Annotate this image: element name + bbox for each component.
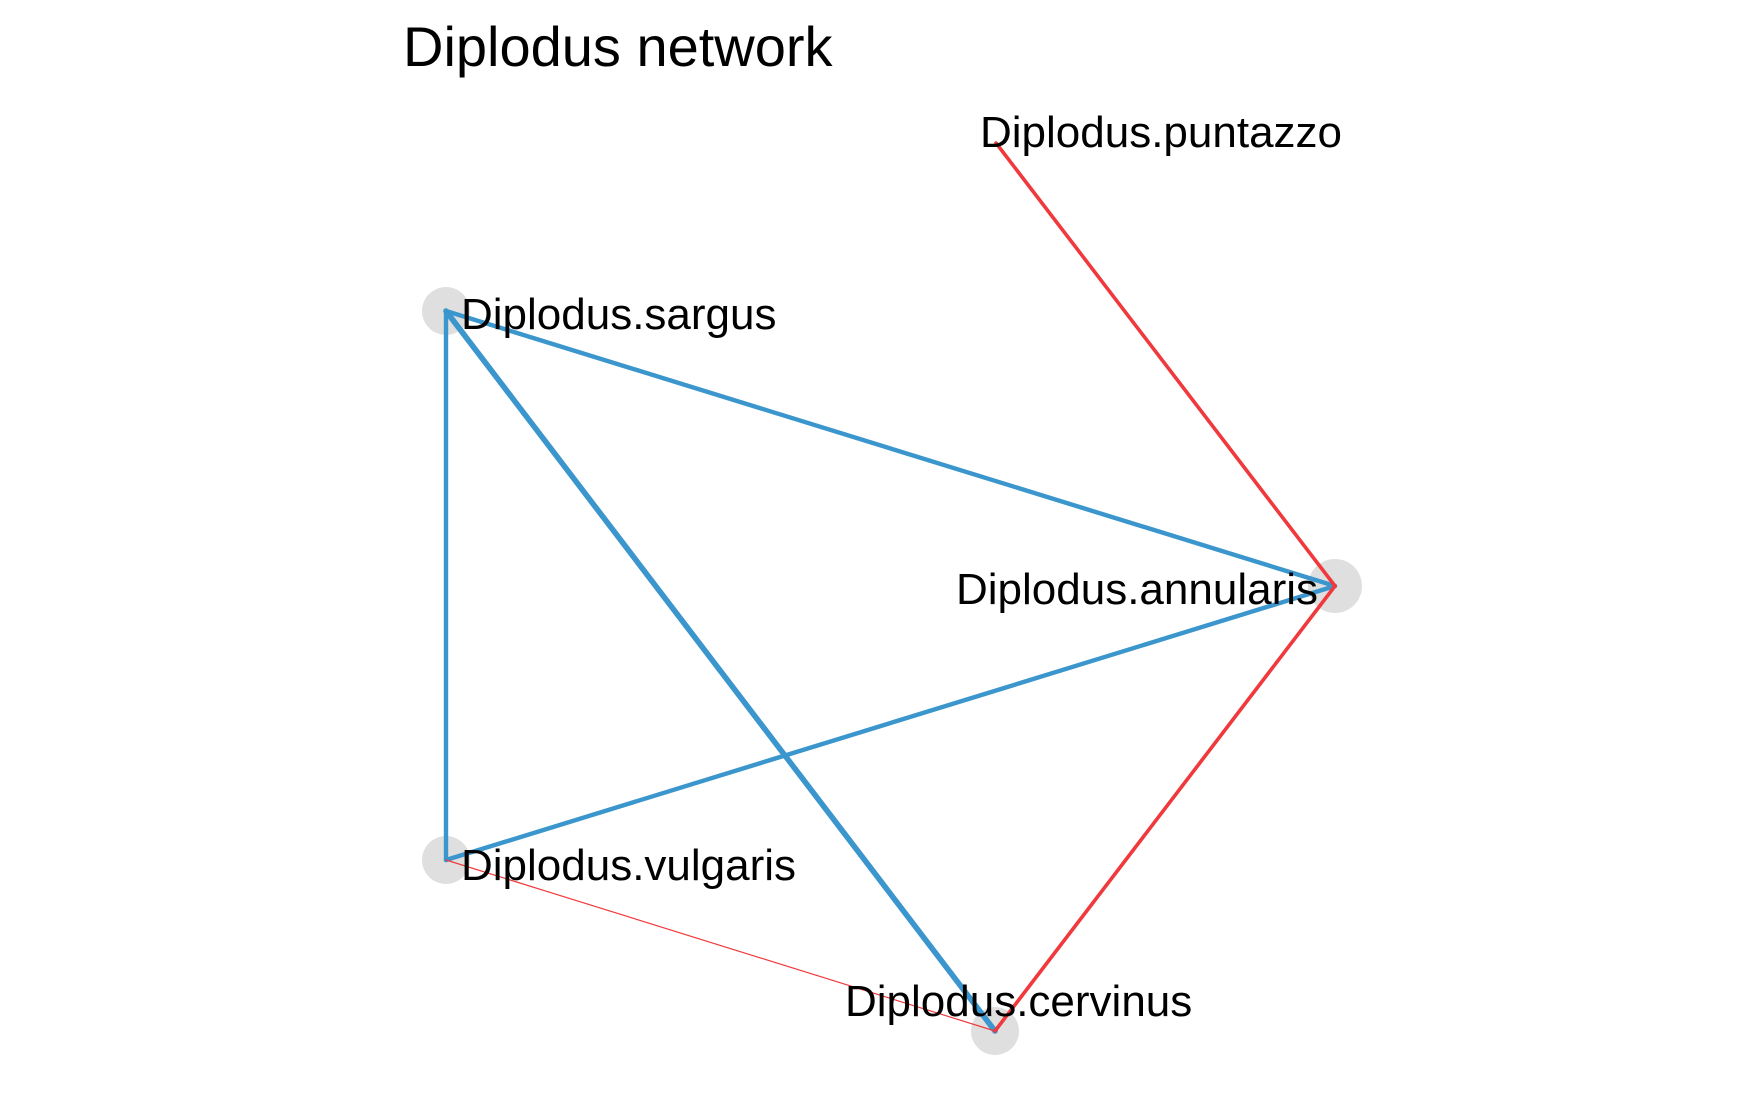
- nodes-layer: [422, 287, 1362, 1055]
- edge-vulgaris-cervinus: [445, 859, 996, 1032]
- node-label-vulgaris: Diplodus.vulgaris: [461, 841, 796, 890]
- node-label-cervinus: Diplodus.cervinus: [845, 977, 1192, 1026]
- edge-vulgaris-annularis: [443, 583, 1338, 863]
- edge-annularis-cervinus: [993, 584, 1337, 1033]
- node-label-annularis: Diplodus.annularis: [956, 565, 1318, 614]
- edges-layer: [443, 141, 1338, 1034]
- labels-layer: Diplodus.puntazzo Diplodus.sargus Diplodus…: [461, 108, 1342, 1026]
- edge-sargus-cervinus: [443, 308, 998, 1034]
- chart-title: Diplodus network: [403, 15, 833, 78]
- edge-puntazzo-annularis: [994, 141, 1337, 588]
- edge-sargus-annularis: [443, 308, 1338, 589]
- node-label-puntazzo: Diplodus.puntazzo: [980, 108, 1342, 157]
- node-label-sargus: Diplodus.sargus: [461, 290, 777, 339]
